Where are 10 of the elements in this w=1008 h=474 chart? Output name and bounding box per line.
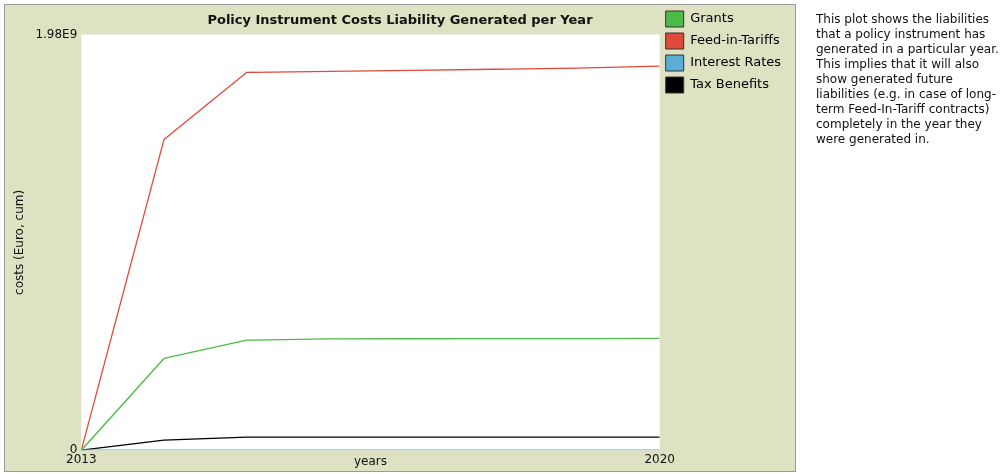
x-axis-title: years	[354, 453, 388, 468]
chart-title: Policy Instrument Costs Liability Generated per Year	[207, 12, 594, 28]
x-tick-label: 2020	[644, 451, 675, 466]
legend-label: Tax Benefits	[689, 76, 770, 92]
legend-label: Interest Rates	[690, 54, 782, 70]
y-tick-label: 1.98E9	[35, 26, 78, 41]
legend-label: Feed-in-Tariffs	[690, 32, 780, 48]
legend-label: Grants	[690, 10, 734, 26]
text: This plot shows the liabilities that a policy instrument has generated in a particular year. This implies that it will also show generated future liabilities (e.g. in case of long-term Feed-In-Tariff contracts) completely in the year they were generated in.	[816, 12, 999, 146]
y-axis-title: costs (Euro, cum)	[12, 189, 27, 295]
